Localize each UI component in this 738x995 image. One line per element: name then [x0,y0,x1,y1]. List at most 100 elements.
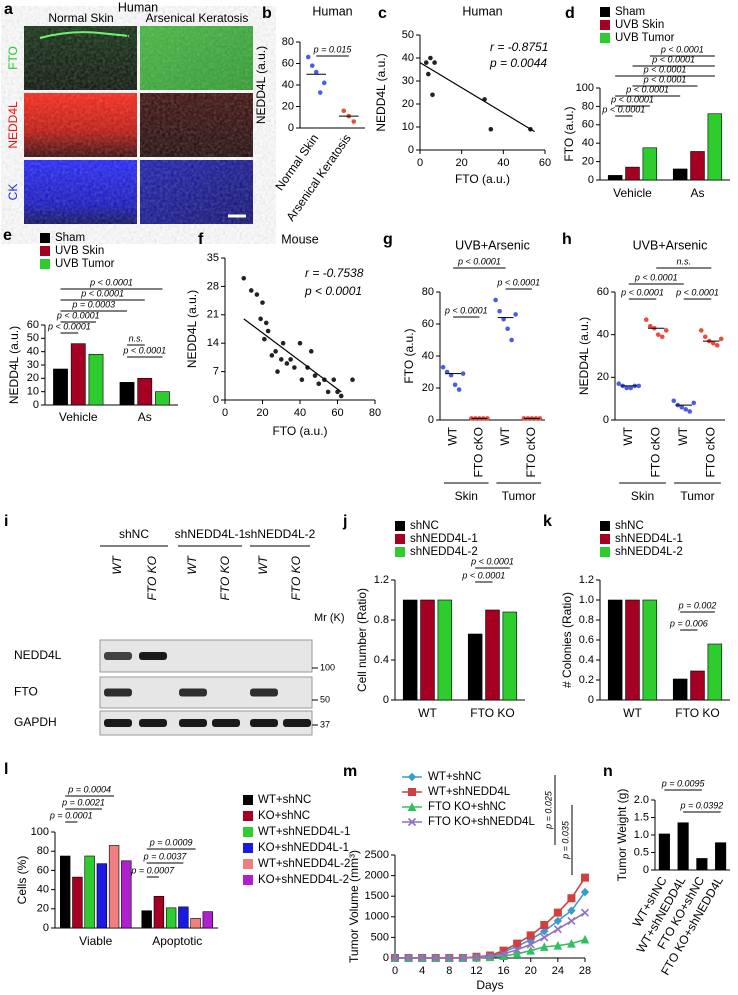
data-point [288,357,293,362]
group-label: Tumor [502,489,536,503]
legend-label: Sham [615,6,645,18]
panel-letter: m [343,763,357,780]
y-tick-label: 80 [37,845,49,857]
data-point [262,336,267,342]
bar [690,151,705,181]
legend-label: FTO KO+shNC [428,801,506,813]
y-tick-label: 500 [371,931,389,943]
data-point [331,377,337,383]
x-tick-label: 60 [331,407,343,419]
legend-label: shNC [410,520,439,532]
p-value: p < 0.0001 [122,345,166,355]
data-point [321,80,327,86]
bar [642,147,658,181]
legend-label: KO+shNC [258,810,310,822]
legend-label: Sham [55,232,85,244]
data-point [580,934,590,944]
y-tick-label: 35 [207,252,219,264]
data-point [663,328,669,333]
y-axis-label: NEDD4L (a.u.) [374,53,388,131]
legend-label: WT+shNC [428,771,481,783]
legend-label: shNEDD4L-1 [410,533,478,545]
data-point [580,887,590,897]
y-tick-label: 60 [27,319,39,331]
legend-label: UVB Tumor [615,32,675,44]
data-point [581,873,589,882]
bar [202,911,214,929]
legend-swatch [40,259,50,269]
bar [96,863,108,929]
p-value: p < 0.0001 [47,321,91,331]
data-point [317,90,323,95]
y-tick-label: 0.4 [579,654,594,666]
y-tick-label: 0 [588,174,594,186]
bar [707,113,723,181]
y-axis-label: Cell number (Ratio) [355,588,369,692]
x-tick-label: WT [498,426,512,445]
p-value: p < 0.0001 [470,556,514,566]
bar [672,168,688,181]
y-tick-label: 0 [213,394,219,406]
y-tick-label: 0.8 [374,614,389,626]
x-tick-label: 4 [419,965,425,977]
data-point [248,288,254,293]
data-point [679,404,685,410]
y-tick-label: 0.2 [579,674,594,686]
data-point [702,334,708,340]
legend-label: shNEDD4L-1 [615,533,683,545]
p-value: p < 0.0001 [457,256,501,266]
chart-title: UVB+Arsenic [633,238,708,252]
data-point [430,92,435,98]
data-point [258,316,263,322]
x-tick-label: 40 [294,407,306,419]
y-tick-label: 0 [383,694,389,706]
p-value: p = 0.025 [543,790,553,830]
data-point [456,387,462,392]
y-tick-label: 0 [383,952,389,964]
y-tick-label: 80 [282,36,294,48]
x-tick-label: FTO cKO [648,427,662,477]
p-value: p = 0.035 [560,820,570,860]
panel-letter: n [603,763,613,780]
y-axis-label: # Colonies (Ratio) [560,592,574,688]
y-tick-label: 1.2 [374,574,389,586]
data-point [312,373,318,378]
bar [137,378,153,406]
data-point [643,317,649,323]
y-tick-label: 0.5 [634,846,649,858]
data-point [338,393,344,399]
bar [437,599,453,701]
panel-letter: g [383,231,393,248]
legend-label: WT+shNEDD4L-2 [258,858,350,870]
data-point [526,940,535,949]
p-value: p < 0.0001 [80,288,124,298]
x-tick-label: 0 [417,157,423,169]
bar [88,354,104,406]
bar [707,643,723,701]
y-tick-label: 80 [422,286,434,298]
blot-group: shNEDD4L-2 [245,527,316,541]
p-value: p < 0.0001 [496,277,540,287]
blot-band [139,719,167,727]
y-axis-label: NEDD4L (a.u.) [185,290,199,368]
legend-label: KO+shNEDD4L-1 [258,842,349,854]
statistic: r = -0.7538 [305,266,364,280]
data-point [284,361,290,366]
data-point [659,334,665,340]
chart-title: UVB+Arsenic [455,238,530,252]
x-tick-label: 20 [525,965,537,977]
y-tick-label: 30 [402,75,414,87]
bar [178,906,189,929]
y-tick-label: 10 [402,121,414,133]
data-point [316,381,322,387]
legend-swatch [243,811,253,821]
y-tick-label: 1.0 [634,829,649,841]
data-point [513,312,518,317]
y-tick-label: 2500 [365,849,389,861]
p-value: p = 0.006 [669,618,708,628]
data-point [691,400,697,406]
data-point [265,328,271,334]
column-label: Arsenical Keratosis [146,11,249,25]
blot-band [104,719,132,727]
x-tick-label: WT [445,426,459,445]
